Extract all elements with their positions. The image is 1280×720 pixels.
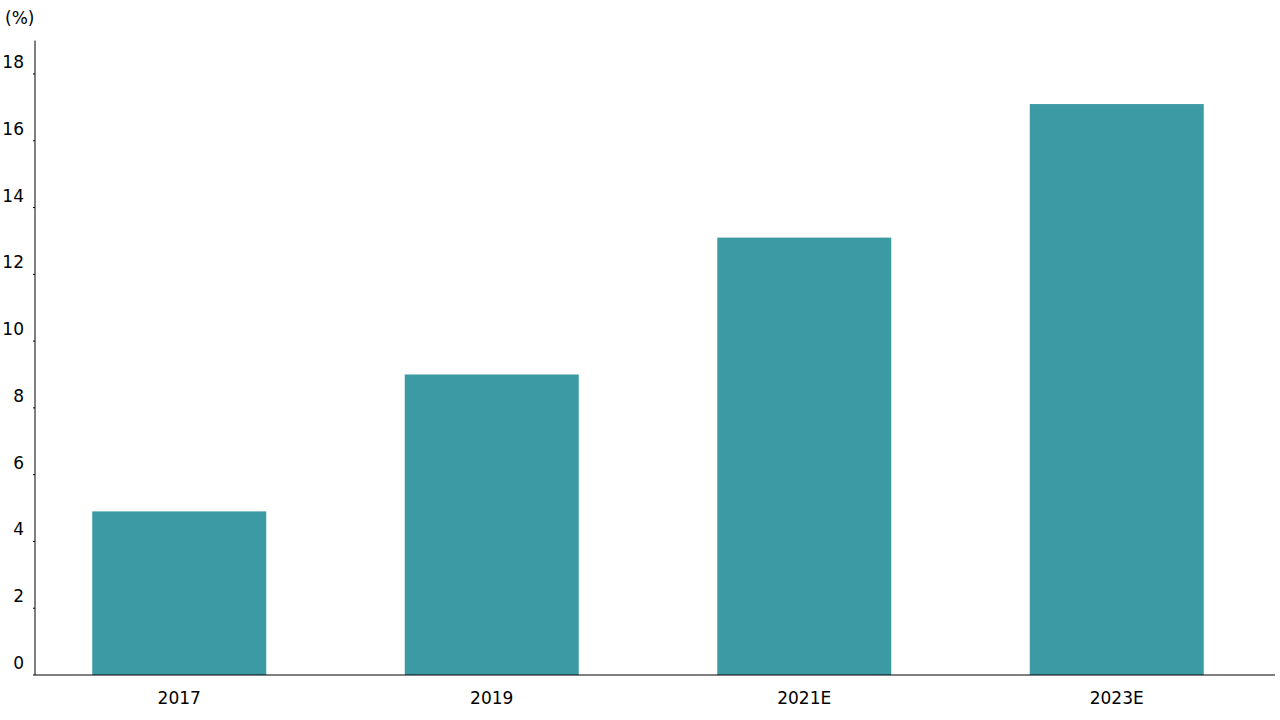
y-tick [33,474,35,475]
x-tick-label: 2021E [777,688,831,708]
bar [717,238,891,675]
bar [405,375,579,676]
bars [92,104,1204,675]
x-tick-label: 2017 [158,688,201,708]
y-tick-label: 4 [13,519,24,539]
bar [92,511,266,675]
y-tick [33,675,35,676]
y-tick-label: 6 [13,453,24,473]
y-tick-label: 18 [2,52,24,72]
y-tick-label: 12 [2,252,24,272]
y-tick [33,274,35,275]
x-tick-label: 2023E [1090,688,1144,708]
y-tick [33,207,35,208]
y-tick-label: 8 [13,386,24,406]
y-tick-label: 14 [2,186,24,206]
y-tick-label: 10 [2,319,24,339]
y-tick [33,140,35,141]
y-tick-label: 0 [13,653,24,673]
y-tick [33,74,35,75]
y-tick-label: 16 [2,119,24,139]
x-axis [35,675,1275,676]
y-tick [33,608,35,609]
y-axis [35,41,36,675]
y-tick-label: 2 [13,586,24,606]
y-tick [33,541,35,542]
x-tick-label: 2019 [470,688,513,708]
y-tick [33,341,35,342]
y-tick [33,407,35,408]
y-axis-label: (%) [5,8,34,28]
chart: 0 2 4 6 8 10 12 14 16 18 2017 2019 2021E 2023E (%) [0,0,1280,720]
bar [1030,104,1204,675]
